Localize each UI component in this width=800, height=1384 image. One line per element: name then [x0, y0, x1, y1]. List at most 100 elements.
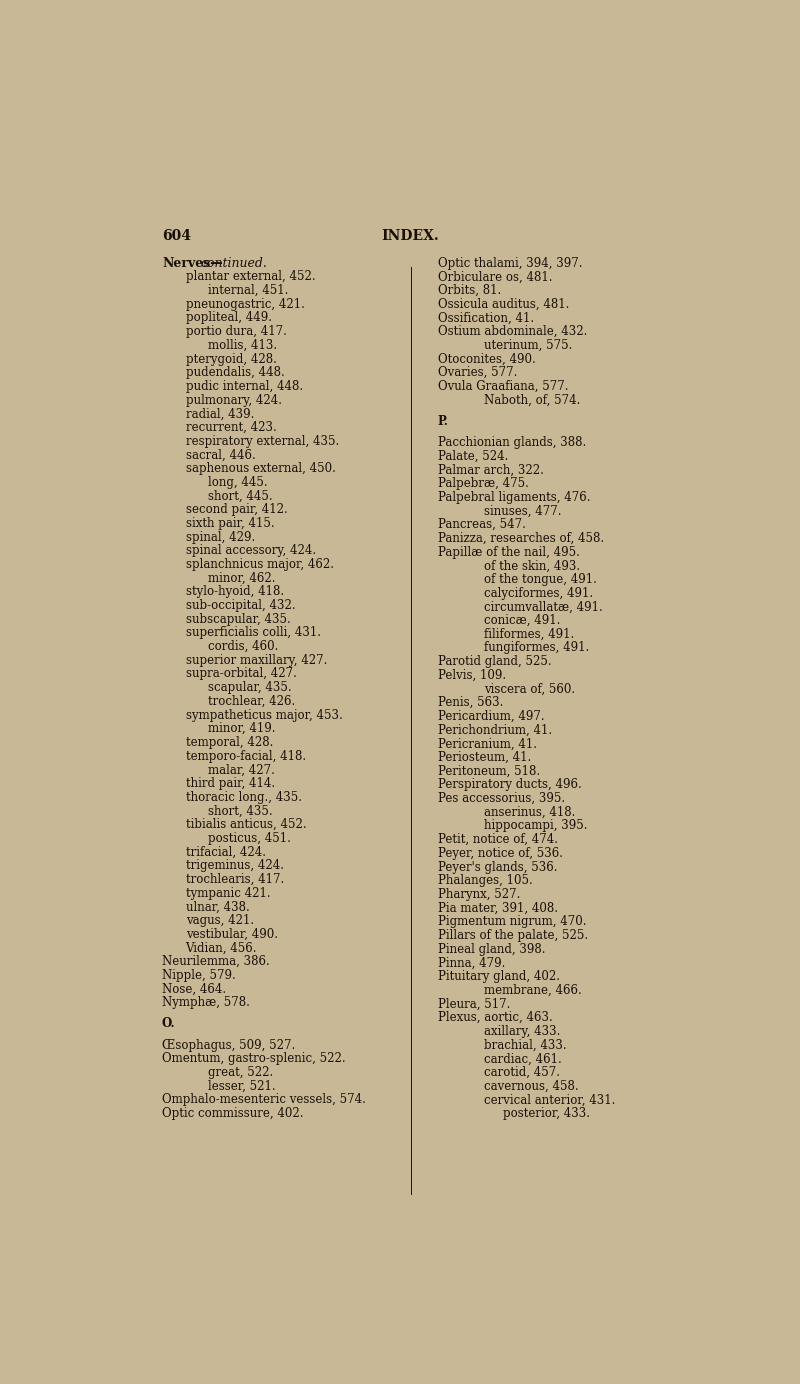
Text: uterinum, 575.: uterinum, 575.: [485, 339, 573, 352]
Text: Peritoneum, 518.: Peritoneum, 518.: [438, 765, 540, 778]
Text: spinal accessory, 424.: spinal accessory, 424.: [186, 544, 316, 558]
Text: Peyer, notice of, 536.: Peyer, notice of, 536.: [438, 847, 563, 859]
Text: vestibular, 490.: vestibular, 490.: [186, 927, 278, 941]
Text: Omentum, gastro-splenic, 522.: Omentum, gastro-splenic, 522.: [162, 1052, 346, 1066]
Text: Perspiratory ducts, 496.: Perspiratory ducts, 496.: [438, 778, 582, 792]
Text: internal, 451.: internal, 451.: [209, 284, 289, 298]
Text: Pillars of the palate, 525.: Pillars of the palate, 525.: [438, 929, 588, 943]
Text: Ovaries, 577.: Ovaries, 577.: [438, 367, 518, 379]
Text: pterygoid, 428.: pterygoid, 428.: [186, 353, 277, 365]
Text: Pacchionian glands, 388.: Pacchionian glands, 388.: [438, 436, 586, 448]
Text: hippocampi, 395.: hippocampi, 395.: [485, 819, 588, 833]
Text: tympanic 421.: tympanic 421.: [186, 887, 270, 900]
Text: Palate, 524.: Palate, 524.: [438, 450, 508, 462]
Text: calyciformes, 491.: calyciformes, 491.: [485, 587, 594, 599]
Text: 604: 604: [162, 228, 191, 244]
Text: stylo-hyoid, 418.: stylo-hyoid, 418.: [186, 585, 284, 598]
Text: Nipple, 579.: Nipple, 579.: [162, 969, 236, 981]
Text: cordis, 460.: cordis, 460.: [209, 639, 279, 653]
Text: posterior, 433.: posterior, 433.: [503, 1107, 590, 1120]
Text: trochlear, 426.: trochlear, 426.: [209, 695, 296, 707]
Text: Ostium abdominale, 432.: Ostium abdominale, 432.: [438, 325, 587, 338]
Text: Palmar arch, 322.: Palmar arch, 322.: [438, 464, 544, 476]
Text: pudic internal, 448.: pudic internal, 448.: [186, 381, 302, 393]
Text: sympatheticus major, 453.: sympatheticus major, 453.: [186, 709, 342, 721]
Text: tibialis anticus, 452.: tibialis anticus, 452.: [186, 818, 306, 832]
Text: Naboth, of, 574.: Naboth, of, 574.: [485, 393, 581, 407]
Text: membrane, 466.: membrane, 466.: [485, 984, 582, 996]
Text: Œsophagus, 509, 527.: Œsophagus, 509, 527.: [162, 1038, 295, 1052]
Text: trigeminus, 424.: trigeminus, 424.: [186, 859, 283, 872]
Text: respiratory external, 435.: respiratory external, 435.: [186, 435, 339, 447]
Text: long, 445.: long, 445.: [209, 476, 268, 489]
Text: minor, 462.: minor, 462.: [209, 572, 276, 584]
Text: cervical anterior, 431.: cervical anterior, 431.: [485, 1093, 616, 1106]
Text: brachial, 433.: brachial, 433.: [485, 1038, 567, 1052]
Text: ulnar, 438.: ulnar, 438.: [186, 900, 250, 913]
Text: Pigmentum nigrum, 470.: Pigmentum nigrum, 470.: [438, 915, 586, 929]
Text: Otoconites, 490.: Otoconites, 490.: [438, 353, 536, 365]
Text: Pharynx, 527.: Pharynx, 527.: [438, 889, 520, 901]
Text: mollis, 413.: mollis, 413.: [209, 339, 278, 352]
Text: Optic thalami, 394, 397.: Optic thalami, 394, 397.: [438, 256, 582, 270]
Text: Papillæ of the nail, 495.: Papillæ of the nail, 495.: [438, 545, 580, 559]
Text: of the skin, 493.: of the skin, 493.: [485, 559, 581, 573]
Text: Ovula Graafiana, 577.: Ovula Graafiana, 577.: [438, 381, 569, 393]
Text: fungiformes, 491.: fungiformes, 491.: [485, 641, 590, 655]
Text: supra-orbital, 427.: supra-orbital, 427.: [186, 667, 297, 681]
Text: O.: O.: [162, 1017, 176, 1030]
Text: Nymphæ, 578.: Nymphæ, 578.: [162, 996, 250, 1009]
Text: pneunogastric, 421.: pneunogastric, 421.: [186, 298, 305, 311]
Text: portio dura, 417.: portio dura, 417.: [186, 325, 286, 338]
Text: splanchnicus major, 462.: splanchnicus major, 462.: [186, 558, 334, 572]
Text: plantar external, 452.: plantar external, 452.: [186, 270, 315, 284]
Text: pudendalis, 448.: pudendalis, 448.: [186, 367, 284, 379]
Text: Pelvis, 109.: Pelvis, 109.: [438, 668, 506, 682]
Text: Pericranium, 41.: Pericranium, 41.: [438, 738, 537, 750]
Text: third pair, 414.: third pair, 414.: [186, 776, 274, 790]
Text: short, 435.: short, 435.: [209, 804, 273, 818]
Text: subscapular, 435.: subscapular, 435.: [186, 613, 290, 626]
Text: sacral, 446.: sacral, 446.: [186, 448, 255, 461]
Text: Peyer's glands, 536.: Peyer's glands, 536.: [438, 861, 558, 873]
Text: Orbits, 81.: Orbits, 81.: [438, 284, 501, 298]
Text: cardiac, 461.: cardiac, 461.: [485, 1052, 562, 1066]
Text: carotid, 457.: carotid, 457.: [485, 1066, 560, 1080]
Text: minor, 419.: minor, 419.: [209, 722, 276, 735]
Text: Nerves—: Nerves—: [162, 256, 222, 270]
Text: INDEX.: INDEX.: [381, 228, 439, 244]
Text: Pancreas, 547.: Pancreas, 547.: [438, 518, 526, 531]
Text: cavernous, 458.: cavernous, 458.: [485, 1080, 579, 1093]
Text: Pituitary gland, 402.: Pituitary gland, 402.: [438, 970, 560, 983]
Text: Phalanges, 105.: Phalanges, 105.: [438, 875, 533, 887]
Text: Omphalo-mesenteric vessels, 574.: Omphalo-mesenteric vessels, 574.: [162, 1093, 366, 1106]
Text: Periosteum, 41.: Periosteum, 41.: [438, 752, 531, 764]
Text: Orbiculare os, 481.: Orbiculare os, 481.: [438, 270, 553, 284]
Text: Pineal gland, 398.: Pineal gland, 398.: [438, 943, 546, 956]
Text: saphenous external, 450.: saphenous external, 450.: [186, 462, 335, 475]
Text: Nose, 464.: Nose, 464.: [162, 983, 226, 995]
Text: trochlearis, 417.: trochlearis, 417.: [186, 873, 284, 886]
Text: sinuses, 477.: sinuses, 477.: [485, 505, 562, 518]
Text: conicæ, 491.: conicæ, 491.: [485, 614, 561, 627]
Text: malar, 427.: malar, 427.: [209, 764, 275, 776]
Text: Plexus, aortic, 463.: Plexus, aortic, 463.: [438, 1012, 553, 1024]
Text: Ossification, 41.: Ossification, 41.: [438, 311, 534, 324]
Text: recurrent, 423.: recurrent, 423.: [186, 421, 276, 435]
Text: great, 522.: great, 522.: [209, 1066, 274, 1080]
Text: Palpebræ, 475.: Palpebræ, 475.: [438, 477, 529, 490]
Text: temporal, 428.: temporal, 428.: [186, 736, 273, 749]
Text: radial, 439.: radial, 439.: [186, 407, 254, 421]
Text: viscera of, 560.: viscera of, 560.: [485, 682, 575, 696]
Text: pulmonary, 424.: pulmonary, 424.: [186, 393, 282, 407]
Text: of the tongue, 491.: of the tongue, 491.: [485, 573, 598, 585]
Text: scapular, 435.: scapular, 435.: [209, 681, 292, 695]
Text: Pinna, 479.: Pinna, 479.: [438, 956, 506, 969]
Text: vagus, 421.: vagus, 421.: [186, 913, 254, 927]
Text: Ossicula auditus, 481.: Ossicula auditus, 481.: [438, 298, 570, 311]
Text: sub-occipital, 432.: sub-occipital, 432.: [186, 599, 295, 612]
Text: circumvallatæ, 491.: circumvallatæ, 491.: [485, 601, 603, 613]
Text: Pericardium, 497.: Pericardium, 497.: [438, 710, 545, 722]
Text: popliteal, 449.: popliteal, 449.: [186, 311, 271, 324]
Text: Optic commissure, 402.: Optic commissure, 402.: [162, 1107, 303, 1120]
